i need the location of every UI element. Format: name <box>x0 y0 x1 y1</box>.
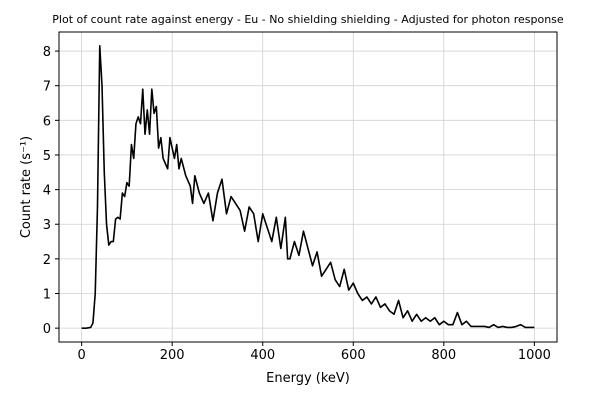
chart-title: Plot of count rate against energy - Eu -… <box>52 13 564 26</box>
x-tick-label: 0 <box>77 348 85 363</box>
y-tick-label: 4 <box>43 184 51 199</box>
y-tick-label: 5 <box>43 149 51 164</box>
plot <box>81 45 535 329</box>
x-tick-label: 200 <box>160 348 185 363</box>
x-tick-label: 1000 <box>518 348 551 363</box>
data-line <box>81 45 535 329</box>
y-axis-label: Count rate (s⁻¹) <box>19 136 34 238</box>
plot-frame <box>58 31 558 343</box>
x-axis-label: Energy (keV) <box>266 371 350 386</box>
y-tick-label: 2 <box>43 253 51 268</box>
x-tick-label: 600 <box>341 348 366 363</box>
x-tick-label: 400 <box>250 348 275 363</box>
x-tick-label: 800 <box>431 348 456 363</box>
y-tick-label: 7 <box>43 80 51 95</box>
y-tick-label: 0 <box>43 322 51 337</box>
grid <box>59 32 557 342</box>
y-tick-label: 6 <box>43 114 51 129</box>
y-tick-label: 1 <box>43 288 51 303</box>
y-tick-label: 8 <box>43 45 51 60</box>
y-tick-label: 3 <box>43 218 51 233</box>
